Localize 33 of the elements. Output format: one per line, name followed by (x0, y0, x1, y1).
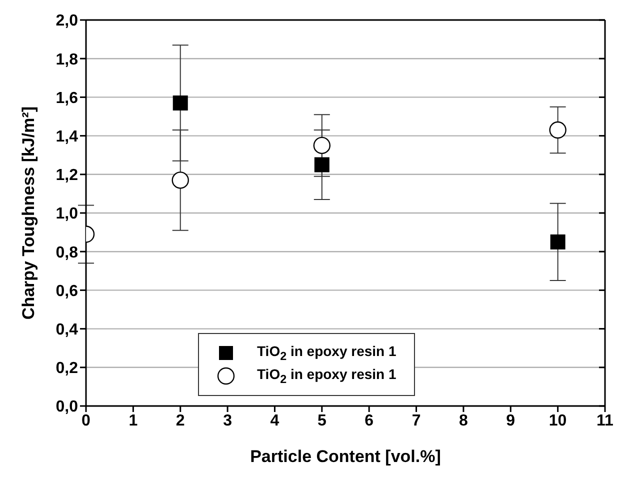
y-tick-label: 0,4 (56, 321, 78, 338)
y-tick-label: 0,6 (56, 282, 78, 300)
x-tick-label: 3 (223, 412, 232, 430)
point (550, 234, 566, 250)
x-tick-label: 10 (548, 412, 567, 430)
x-tick-label: 1 (128, 412, 138, 430)
point (313, 136, 331, 154)
y-tick-label: 1,6 (56, 90, 78, 107)
x-tick-label: 9 (506, 412, 516, 430)
legend-label: TiO$_{2}$ in epoxy resin 1 (257, 366, 396, 386)
point (549, 121, 566, 139)
point (314, 157, 330, 172)
x-tick-label: 5 (317, 412, 326, 430)
x-tick-label: 2 (176, 412, 185, 430)
y-tick-label: 2,0 (56, 12, 78, 30)
x-tick-label: 7 (412, 412, 421, 430)
y-tick-label: 0,8 (56, 244, 78, 262)
x-tick-label: 11 (596, 412, 614, 430)
point (172, 172, 189, 189)
point (172, 95, 188, 110)
y-tick-label: 1,8 (56, 51, 78, 68)
y-tick-label: 0,2 (56, 360, 78, 378)
x-tick-label: 4 (270, 412, 280, 430)
legend-label: TiO$_{2}$ in epoxy resin 1 (257, 343, 396, 363)
x-tick-label: 0 (82, 412, 91, 430)
y-tick-label: 1,4 (56, 128, 78, 146)
y-axis-title: Charpy Toughness [kJ/m²] (19, 106, 38, 320)
y-tick-label: 1,0 (56, 206, 78, 223)
x-tick-label: 6 (364, 412, 374, 430)
y-tick-label: 0,0 (56, 398, 78, 416)
x-tick-label: 8 (459, 412, 468, 430)
y-tick-label: 1,2 (56, 167, 78, 184)
x-axis-title: Particle Content [vol.%] (250, 447, 441, 466)
